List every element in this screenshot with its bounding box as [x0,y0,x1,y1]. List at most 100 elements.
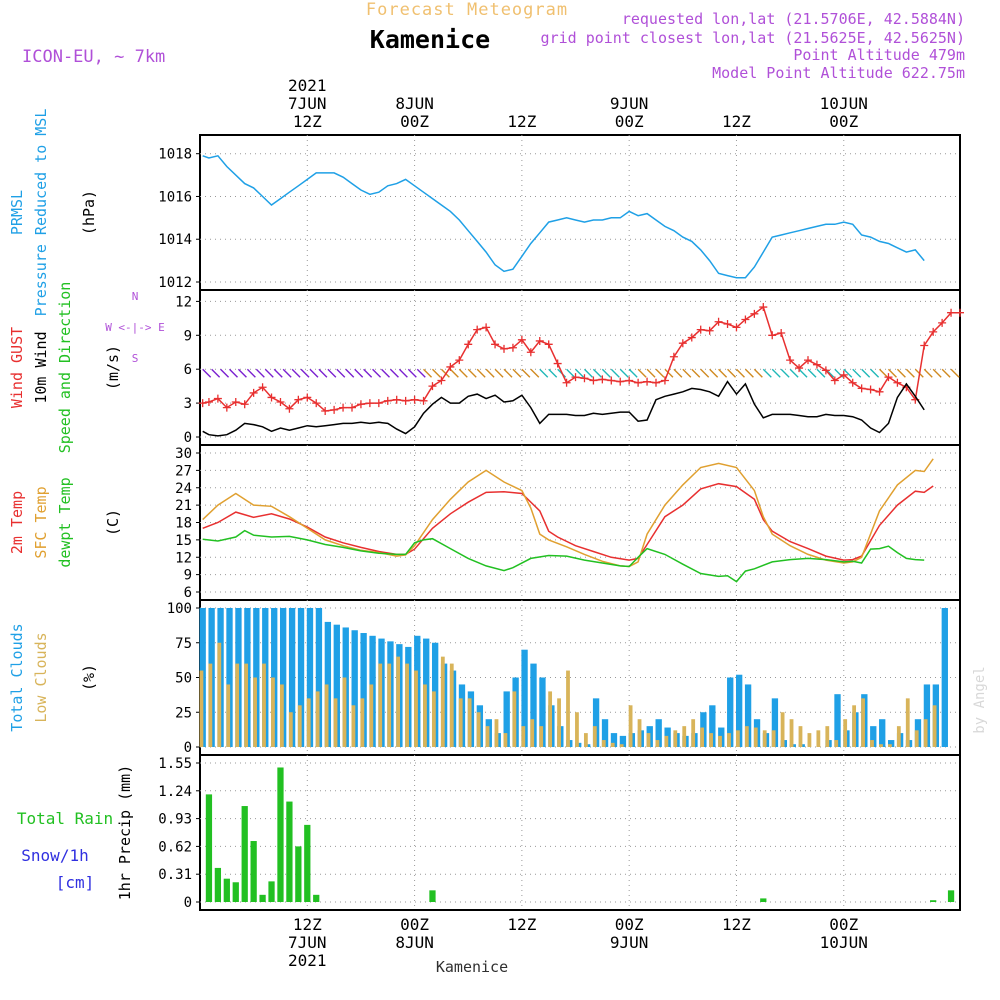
rain-bar [241,806,248,902]
gust-marker [723,319,732,328]
wind-direction-arrow [237,368,247,378]
gust-marker [410,395,419,404]
credit-watermark: by Angel [972,666,988,733]
gust-marker [839,370,848,379]
temp-ytick-label: 27 [175,463,192,479]
top-time-label: 00Z [615,112,644,131]
low-cloud-bar [476,712,481,747]
wind-direction-arrow [431,368,441,378]
wind-direction-arrow [398,368,408,378]
gust-marker [598,375,607,384]
wind-direction-arrow [646,368,656,378]
wind-direction-arrow [273,368,283,378]
precip-ytick-label: 1.24 [158,784,192,800]
plot-layer: 1012 1014 1016 1018 PRMSL Pressure Reduced to… [8,76,964,970]
wind-direction-arrow [691,368,701,378]
precip-unit-label: 1hr Precip (mm) [116,765,134,900]
low-cloud-bar [485,726,490,747]
total-cloud-bar [530,663,537,747]
wind-ytick-label: 6 [184,362,192,378]
low-cloud-bar [423,684,427,747]
low-cloud-bar [932,705,937,747]
wind-direction-arrow [407,368,417,378]
wind-direction-arrow [950,368,960,378]
low-cloud-bar [548,691,553,747]
wind-direction-arrow [416,368,426,378]
gust-marker [526,348,535,357]
bottom-time-label: 9JUN [610,933,649,952]
wind-direction-arrow [601,368,611,378]
total-cloud-bar [744,684,752,747]
pressure-label-0: PRMSL [8,190,26,235]
gust-marker [956,308,964,317]
gust-marker [231,397,240,406]
low-cloud-bar [727,733,731,747]
location-name: Kamenice [370,25,490,54]
wind-direction-arrow [700,368,710,378]
gust-marker [303,393,312,402]
total-cloud-bar [306,608,314,747]
compass-north: N [132,290,139,303]
pressure-unit-label: (hPa) [80,190,98,235]
low-cloud-bar [288,712,293,747]
gust-marker [938,318,947,327]
low-cloud-bar [369,684,374,747]
total-cloud-bar [315,608,323,747]
low-cloud-bar [566,670,570,747]
pressure-prmsl-line [202,154,925,279]
gust-marker [348,403,356,412]
low-cloud-bar [905,698,910,747]
low-cloud-bar [735,730,740,747]
top-time-label: 10JUN [820,94,868,113]
wind-direction-arrow [744,368,754,378]
gust-marker [428,382,437,391]
bottom-time-label: 7JUN [288,933,327,952]
low-cloud-bar [253,677,257,747]
wind-direction-arrow [610,368,620,378]
low-cloud-bar [852,705,857,747]
low-cloud-bar [306,698,311,747]
low-cloud-bar [360,698,365,747]
total-cloud-bar [610,733,618,747]
low-cloud-bar [646,733,651,747]
low-cloud-bar [834,740,839,747]
low-cloud-bar [896,726,901,747]
wind-label-0: Wind GUST [8,327,26,408]
total-cloud-bar [619,735,627,747]
gust-marker [213,394,222,403]
gust-marker [920,341,929,350]
gust-marker [634,378,643,387]
wind-direction-arrow [879,368,889,378]
total-cloud-bar [941,608,948,747]
wind-direction-arrow [932,368,942,378]
wind-direction-arrow [449,368,459,378]
temp-label-0: 2m Temp [8,491,26,554]
rain-bar [268,881,275,902]
wind-direction-arrow [458,368,468,378]
low-cloud-bar [503,733,508,747]
gust-marker [258,383,267,392]
gust-marker [795,364,804,373]
top-time-label: 12Z [507,112,536,131]
wind-direction-arrow [789,368,799,378]
gust-marker [696,325,705,334]
gust-marker [473,325,482,334]
gust-marker [732,323,741,332]
wind-direction-arrow [255,368,265,378]
compass-south: S [132,352,139,365]
clouds-ytick-label: 100 [167,601,192,617]
top-time-label: 00Z [400,112,429,131]
total-cloud-bar [297,608,305,747]
wind-direction-arrow [345,368,355,378]
wind-direction-arrow [539,368,549,378]
gust-marker [553,359,562,368]
top-time-label: 8JUN [395,94,434,113]
low-cloud-bar [530,719,535,747]
rain-bar [223,878,230,902]
total-cloud-bar [923,684,931,747]
wind-label-2: Speed and Direction [56,282,74,454]
clouds-unit-label: (%) [80,664,98,691]
low-cloud-bar [199,670,204,747]
wind-direction-arrow [583,368,593,378]
